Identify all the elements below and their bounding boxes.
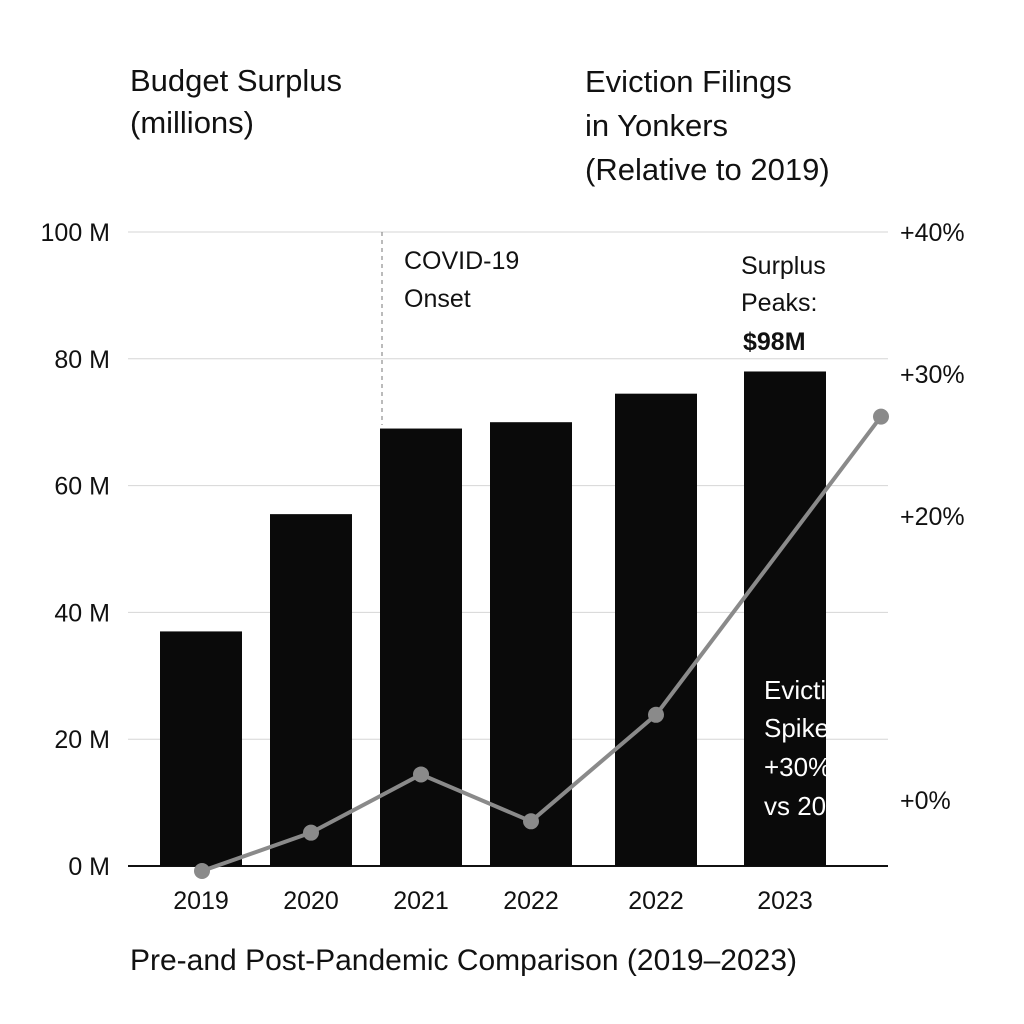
y-left-tick-label: 100 M <box>41 219 110 247</box>
x-tick-label: 2022 <box>503 887 559 915</box>
left-axis-title-line-2: (millions) <box>130 105 254 140</box>
y-left-tick-label: 80 M <box>54 346 110 374</box>
bar-2023 <box>744 371 826 866</box>
y-left-tick-label: 60 M <box>54 473 110 501</box>
y-right-tick-label: +0% <box>900 787 951 815</box>
chart-subtitle: Pre-and Post-Pandemic Comparison (2019–2… <box>130 944 798 977</box>
y-left-tick-label: 40 M <box>54 599 110 627</box>
left-axis-title: Budget Surplus (millions) <box>130 60 342 144</box>
eviction-point-2020 <box>303 824 319 841</box>
bar-2019 <box>160 631 242 866</box>
eviction-line <box>201 415 883 873</box>
covid-annotation-line-1: COVID-19 <box>404 247 519 275</box>
y-right-tick-label: +20% <box>900 503 965 531</box>
x-tick-label: 2022 <box>628 887 684 915</box>
y-right-tick-label: +40% <box>900 219 965 247</box>
eviction-point-2022 <box>648 706 664 723</box>
eviction-spike-line-3: +30% <box>764 752 831 782</box>
bar-2022 <box>490 422 572 866</box>
x-tick-label: 2020 <box>283 887 339 915</box>
eviction-spike-line-4: vs 2019 <box>764 791 855 821</box>
eviction-spike-line-2: Spike: <box>764 713 836 743</box>
eviction-point-2019 <box>194 863 210 879</box>
right-axis-title: Eviction Filings in Yonkers (Relative to… <box>585 60 830 192</box>
surplus-peak-line-1: Surplus <box>741 252 826 280</box>
right-axis-title-line-2: in Yonkers <box>585 108 729 143</box>
bar-2020 <box>270 514 352 866</box>
y-left-tick-label: 20 M <box>54 726 110 754</box>
covid-annotation-line-2: Onset <box>404 285 471 313</box>
bar-2021 <box>380 428 462 866</box>
surplus-peak-line-2: Peaks: <box>741 289 817 317</box>
right-axis-title-line-1: Eviction Filings <box>585 64 792 99</box>
eviction-spike-line-1: Eviction <box>764 675 855 705</box>
x-tick-label: 2021 <box>393 887 449 915</box>
eviction-point-2021 <box>413 766 429 783</box>
y-right-tick-label: +30% <box>900 361 965 389</box>
y-left-tick-label: 0 M <box>68 853 110 881</box>
x-tick-label: 2019 <box>173 887 229 915</box>
bar-2022 <box>615 393 697 866</box>
eviction-point-2022 <box>523 813 539 830</box>
x-tick-label: 2023 <box>757 887 813 915</box>
eviction-point-2023 <box>873 408 889 425</box>
surplus-peak-value: $98M <box>743 328 806 356</box>
left-axis-title-line-1: Budget Surplus <box>130 63 342 98</box>
right-axis-title-line-3: (Relative to 2019) <box>585 152 830 187</box>
